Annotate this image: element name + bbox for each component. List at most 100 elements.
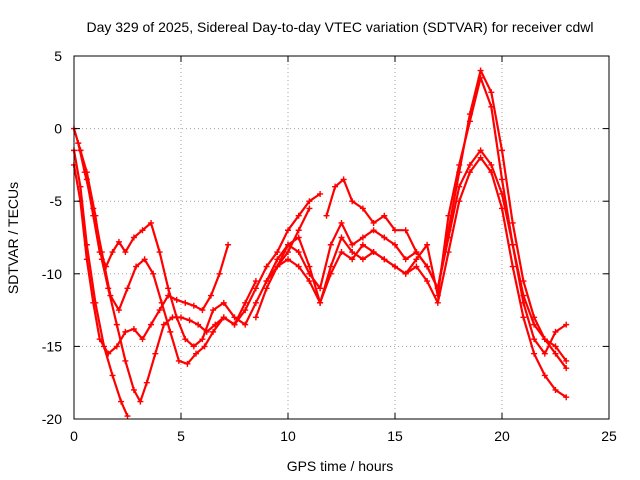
data-point-plus-marker xyxy=(150,270,157,277)
y-tick-label: -20 xyxy=(42,411,62,427)
data-point-plus-marker xyxy=(349,256,356,263)
data-point-plus-marker xyxy=(509,241,516,248)
data-point-plus-marker xyxy=(466,161,473,168)
data-point-plus-marker xyxy=(295,249,302,256)
data-point-plus-marker xyxy=(242,307,249,314)
data-point-plus-marker xyxy=(402,256,409,263)
data-point-plus-marker xyxy=(207,292,214,299)
series-trace-9 xyxy=(323,147,570,372)
data-point-plus-marker xyxy=(173,314,180,321)
series-trace-3 xyxy=(77,147,259,405)
data-point-plus-marker xyxy=(75,140,82,147)
data-point-plus-marker xyxy=(338,249,345,256)
data-point-plus-marker xyxy=(160,321,167,328)
data-point-plus-marker xyxy=(445,234,452,241)
data-point-plus-marker xyxy=(175,357,182,364)
data-point-plus-marker xyxy=(295,263,302,270)
data-point-plus-marker xyxy=(231,321,238,328)
series-line xyxy=(254,76,568,355)
data-point-plus-marker xyxy=(370,249,377,256)
data-point-plus-marker xyxy=(285,227,291,234)
data-point-plus-marker xyxy=(113,321,120,328)
series-line xyxy=(325,149,568,370)
data-point-plus-marker xyxy=(220,299,227,306)
data-point-plus-marker xyxy=(210,307,217,314)
data-point-plus-marker xyxy=(306,198,313,205)
data-point-plus-marker xyxy=(499,190,505,197)
series-line xyxy=(72,149,129,418)
y-tick-label: -5 xyxy=(50,193,63,209)
series-line xyxy=(72,163,230,355)
plot-frame xyxy=(73,55,610,420)
data-point-plus-marker xyxy=(124,413,131,420)
data-point-plus-marker xyxy=(109,249,116,256)
data-point-plus-marker xyxy=(186,317,193,324)
data-point-plus-marker xyxy=(130,234,137,241)
data-point-plus-marker xyxy=(182,336,189,343)
data-point-plus-marker xyxy=(499,176,505,183)
data-point-plus-marker xyxy=(381,256,388,263)
data-point-plus-marker xyxy=(184,360,191,367)
data-point-plus-marker xyxy=(148,219,155,226)
data-point-plus-marker xyxy=(242,299,249,306)
data-point-plus-marker xyxy=(139,336,146,343)
data-point-plus-marker xyxy=(192,350,199,357)
data-point-plus-marker xyxy=(332,183,339,190)
data-point-plus-marker xyxy=(413,263,420,270)
x-tick-label: 0 xyxy=(70,428,78,444)
data-point-plus-marker xyxy=(477,67,484,74)
x-tick-label: 20 xyxy=(494,428,510,444)
data-point-plus-marker xyxy=(509,219,516,226)
data-point-plus-marker xyxy=(413,256,420,263)
data-point-plus-marker xyxy=(541,372,548,379)
data-point-plus-marker xyxy=(122,249,129,256)
data-point-plus-marker xyxy=(402,227,409,234)
data-point-plus-marker xyxy=(107,292,114,299)
data-point-plus-marker xyxy=(216,270,223,277)
chart-title: Day 329 of 2025, Sidereal Day-to-day VTE… xyxy=(86,19,593,35)
data-point-plus-marker xyxy=(130,386,137,393)
data-point-plus-marker xyxy=(424,278,431,285)
data-point-plus-marker xyxy=(359,234,366,241)
data-point-plus-marker xyxy=(434,285,441,292)
data-point-plus-marker xyxy=(122,357,129,364)
data-point-plus-marker xyxy=(563,365,570,372)
data-point-plus-marker xyxy=(90,205,97,212)
data-point-plus-marker xyxy=(402,270,409,277)
data-point-plus-marker xyxy=(295,234,302,241)
data-point-plus-marker xyxy=(220,314,227,321)
data-point-plus-marker xyxy=(434,299,441,306)
x-axis-label: GPS time / hours xyxy=(287,458,394,474)
data-point-plus-marker xyxy=(252,299,259,306)
data-point-plus-marker xyxy=(190,343,197,350)
series-trace-8 xyxy=(274,154,570,401)
data-point-plus-marker xyxy=(306,205,313,212)
data-point-plus-marker xyxy=(252,278,259,285)
data-point-plus-marker xyxy=(173,296,180,303)
data-point-plus-marker xyxy=(113,343,120,350)
data-point-plus-marker xyxy=(139,227,146,234)
y-axis-label: SDTVAR / TECUs xyxy=(5,182,21,294)
data-point-plus-marker xyxy=(359,205,366,212)
data-point-plus-marker xyxy=(317,285,324,292)
data-point-plus-marker xyxy=(92,299,99,306)
data-point-plus-marker xyxy=(77,183,84,190)
data-point-plus-marker xyxy=(295,212,302,219)
data-point-plus-marker xyxy=(466,111,473,118)
data-point-plus-marker xyxy=(424,241,431,248)
data-point-plus-marker xyxy=(456,183,463,190)
data-point-plus-marker xyxy=(100,343,107,350)
data-point-plus-marker xyxy=(340,176,347,183)
data-point-plus-marker xyxy=(167,328,174,335)
data-point-plus-marker xyxy=(520,292,527,299)
data-point-plus-marker xyxy=(295,227,302,234)
data-point-plus-marker xyxy=(199,336,206,343)
data-point-plus-marker xyxy=(456,169,463,176)
data-point-plus-marker xyxy=(242,321,249,328)
data-point-plus-marker xyxy=(201,343,208,350)
data-point-plus-marker xyxy=(477,154,484,161)
data-point-plus-marker xyxy=(531,321,538,328)
data-point-plus-marker xyxy=(195,321,202,328)
data-point-plus-marker xyxy=(274,263,281,270)
